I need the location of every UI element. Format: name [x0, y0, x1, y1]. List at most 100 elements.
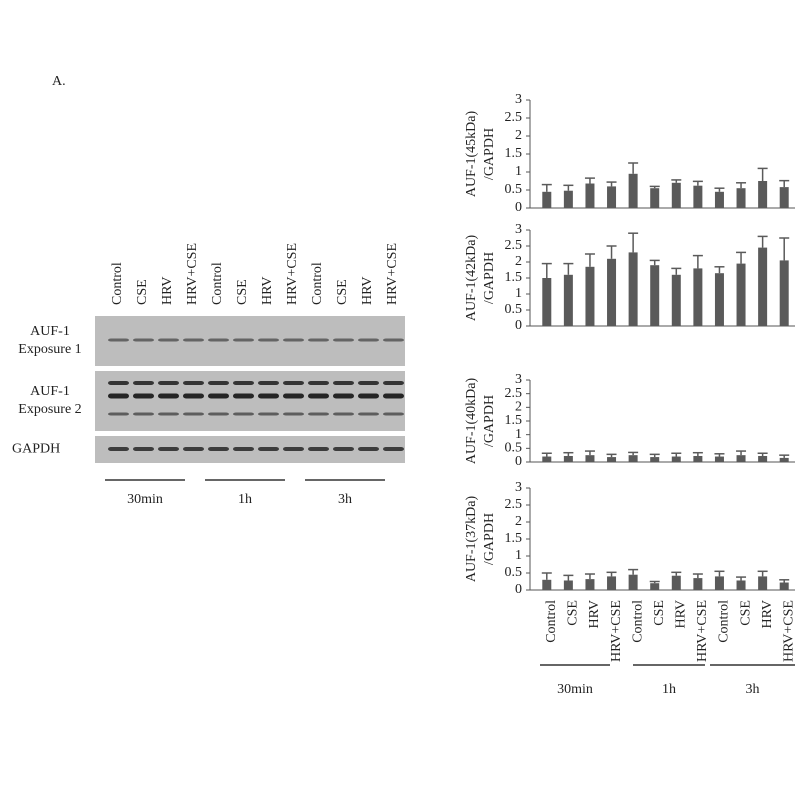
bar — [736, 455, 746, 462]
y-tick-label: 1.5 — [505, 413, 523, 428]
blot-band — [258, 338, 279, 342]
lane-label: Control — [310, 262, 325, 305]
y-tick-label: 0 — [515, 582, 522, 597]
lane-label: Control — [110, 262, 125, 305]
bar — [714, 273, 724, 326]
blot-band — [133, 412, 154, 416]
bar — [671, 456, 681, 462]
blot-band — [233, 447, 254, 451]
bar — [585, 579, 595, 590]
y-tick-label: 2.5 — [505, 110, 523, 125]
blot-band — [233, 393, 254, 399]
blot-band — [108, 338, 129, 342]
blot-band — [108, 381, 129, 385]
bar — [693, 578, 703, 590]
y-tick-label: 2 — [515, 400, 522, 415]
bar — [671, 274, 681, 326]
bar — [585, 455, 595, 462]
bar — [693, 455, 703, 462]
blot-band — [158, 338, 179, 342]
panel-label: A. — [52, 74, 66, 89]
bar — [779, 187, 789, 208]
y-tick-label: 1 — [515, 164, 522, 179]
y-axis-label: /GAPDH — [482, 128, 497, 180]
bar — [758, 455, 768, 462]
x-tick-label: CSE — [652, 600, 667, 626]
blot-band — [208, 338, 229, 342]
blot-band — [383, 447, 404, 451]
bar — [542, 278, 552, 326]
group-label: 3h — [746, 682, 760, 697]
blot-band — [108, 412, 129, 416]
x-tick-label: Control — [717, 600, 732, 643]
bar — [585, 183, 595, 208]
bar — [758, 576, 768, 590]
blot-band — [308, 447, 329, 451]
group-label: 1h — [238, 492, 252, 507]
blot-band — [183, 393, 204, 399]
blot-band — [358, 412, 379, 416]
blot-band — [358, 381, 379, 385]
bar — [671, 182, 681, 208]
y-tick-label: 3 — [515, 372, 522, 387]
y-axis-label: AUF-1(45kDa) — [464, 111, 479, 198]
x-tick-label: CSE — [738, 600, 753, 626]
y-tick-label: 2 — [515, 128, 522, 143]
blot-band — [358, 338, 379, 342]
blot-band — [183, 412, 204, 416]
blot-band — [333, 338, 354, 342]
lane-label: Control — [210, 262, 225, 305]
lane-label: HRV+CSE — [285, 243, 300, 305]
y-tick-label: 2 — [515, 254, 522, 269]
bar — [650, 265, 660, 326]
blot-band — [308, 412, 329, 416]
group-label: 1h — [662, 682, 676, 697]
y-tick-label: 1.5 — [505, 146, 523, 161]
blot-band — [283, 381, 304, 385]
blot-image — [95, 371, 405, 431]
bar — [650, 457, 660, 462]
blot-band — [158, 393, 179, 399]
y-axis-label: /GAPDH — [482, 395, 497, 447]
bar — [607, 457, 617, 462]
y-tick-label: 3 — [515, 92, 522, 107]
x-tick-label: HRV+CSE — [781, 600, 796, 662]
y-tick-label: 0 — [515, 318, 522, 333]
blot-band — [333, 393, 354, 399]
y-tick-label: 0.5 — [505, 302, 523, 317]
lane-label: CSE — [335, 279, 350, 305]
blot-band — [158, 381, 179, 385]
blot-band — [258, 412, 279, 416]
y-axis-label: /GAPDH — [482, 252, 497, 304]
bar — [542, 579, 552, 590]
y-tick-label: 1.5 — [505, 531, 523, 546]
bar — [563, 455, 573, 462]
y-tick-label: 1 — [515, 427, 522, 442]
y-tick-label: 2.5 — [505, 386, 523, 401]
lane-label: CSE — [135, 279, 150, 305]
blot-band — [133, 393, 154, 399]
bar — [563, 580, 573, 590]
y-tick-label: 0 — [515, 454, 522, 469]
group-label: 30min — [127, 492, 163, 507]
y-axis-label: /GAPDH — [482, 513, 497, 565]
group-label: 30min — [557, 682, 593, 697]
bar — [714, 576, 724, 590]
bar — [779, 582, 789, 590]
blot-band — [333, 412, 354, 416]
blot-band — [283, 412, 304, 416]
x-tick-label: HRV — [760, 600, 775, 628]
blot-band — [158, 412, 179, 416]
y-axis-label: AUF-1(37kDa) — [464, 496, 479, 583]
blot-row-label: GAPDH — [12, 442, 60, 457]
blot-band — [158, 447, 179, 451]
bar — [542, 191, 552, 208]
blot-band — [183, 447, 204, 451]
bar — [628, 574, 638, 590]
bar — [671, 575, 681, 590]
blot-band — [283, 447, 304, 451]
lane-label: CSE — [235, 279, 250, 305]
blot-band — [358, 447, 379, 451]
blot-band — [383, 381, 404, 385]
blot-band — [208, 393, 229, 399]
